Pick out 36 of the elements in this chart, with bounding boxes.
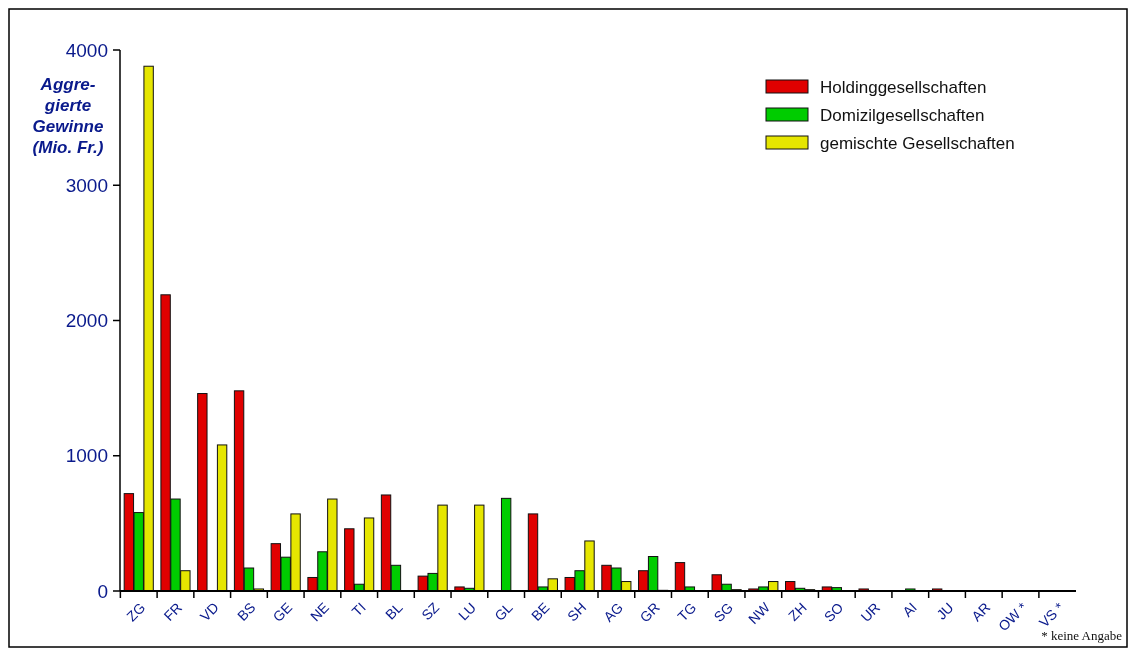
legend-label: Domizilgesellschaften [820,105,985,125]
x-tick-label: SG [710,599,737,625]
text: * keine Angabe [1041,628,1123,643]
x-tick-label: SO [820,599,847,625]
x-tick-label: VS * [1035,598,1068,631]
x-tick-label: AG [600,599,626,625]
x-tick-label: GR [636,599,663,626]
y-tick-label: 2000 [65,310,108,332]
y-tick-label: 3000 [65,174,108,196]
x-tick-label: GL [491,599,516,624]
x-tick-label: GE [269,599,296,625]
x-tick-label: SZ [418,598,443,624]
y-tick-label: 4000 [65,39,108,61]
x-tick-label: ZG [123,599,149,625]
y-tick-label: 0 [97,580,108,602]
y-axis-title: Aggre- gierte Gewinne (Mio. Fr.) [32,75,104,157]
x-tick-label: BS [234,599,259,624]
x-tick-label: AI [899,599,920,620]
x-tick-label: SH [564,599,590,625]
x-tick-label: OW * [995,598,1031,635]
x-tick-label: FR [160,599,186,624]
legend-label: gemischte Gesellschaften [820,133,1015,153]
x-tick-label: UR [857,599,884,625]
x-tick-label: NE [306,599,333,625]
x-tick-label: BE [527,599,553,624]
x-tick-label: TG [674,599,700,625]
x-tick-label: NW [745,598,774,628]
x-tick-label: AR [968,599,994,625]
x-tick-label: ZH [785,599,810,624]
x-tick-label: LU [455,599,479,624]
legend-label: Holdinggesellschaften [820,77,987,97]
x-tick-label: TI [348,599,369,620]
x-tick-label: JU [933,599,957,623]
x-tick-label: BL [382,599,406,623]
x-tick-label: VD [196,599,222,625]
y-tick-label: 1000 [65,445,108,467]
